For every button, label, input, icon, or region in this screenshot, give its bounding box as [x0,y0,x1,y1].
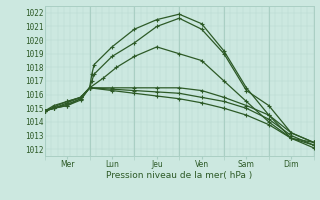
X-axis label: Pression niveau de la mer( hPa ): Pression niveau de la mer( hPa ) [106,171,252,180]
